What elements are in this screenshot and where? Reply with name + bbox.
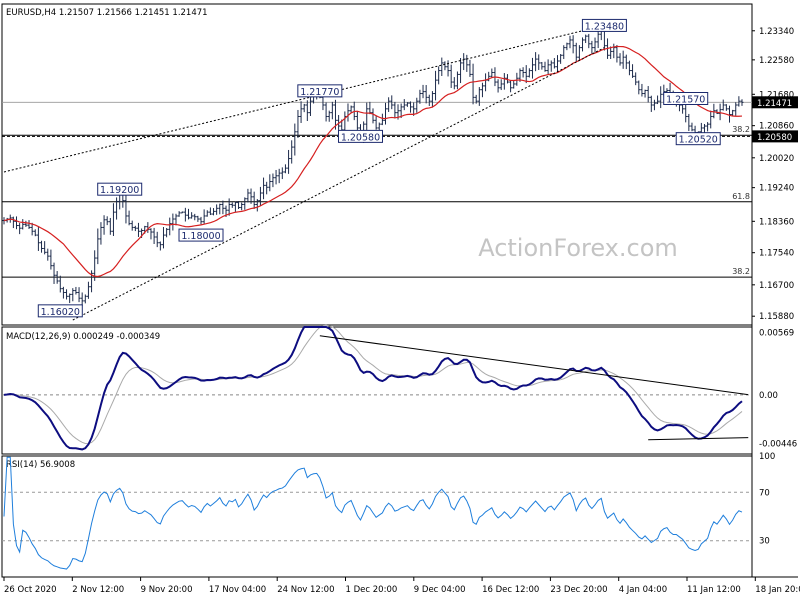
price-annotation-label: 1.18000 [181, 231, 220, 242]
price-axis-label: 1.20020 [759, 154, 794, 164]
time-axis-label: 11 Jan 12:00 [687, 585, 741, 595]
macd-line [3, 326, 743, 451]
price-axis-label: 1.23340 [759, 27, 794, 37]
macd-axis-label: -0.00446 [759, 440, 797, 450]
time-axis-label: 9 Nov 20:00 [141, 585, 193, 595]
price-annotation-box [581, 18, 627, 32]
price-axis-label: 1.22580 [759, 56, 794, 66]
price-annotation-box [663, 92, 709, 106]
macd-panel-frame [1, 326, 753, 455]
lower-channel-line [72, 47, 605, 321]
current-price-label: 1.21471 [757, 99, 792, 109]
macd-support-line [648, 437, 749, 441]
price-axis-label: 1.15880 [759, 312, 794, 322]
fib-level-label: 38.2 [732, 267, 750, 276]
price-annotation-label: 1.23480 [585, 21, 624, 32]
fib-level-label: 61.8 [732, 192, 750, 201]
price-axis-label: 1.18360 [759, 217, 794, 227]
time-axis-label: 2 Nov 12:00 [72, 585, 124, 595]
time-axis-label: 1 Dec 20:00 [346, 585, 398, 595]
rsi-panel-title: RSI(14) 56.9008 [6, 460, 75, 470]
fib-level-label: 38.2 [732, 125, 750, 134]
price-panel-title: EURUSD,H4 1.21507 1.21566 1.21451 1.2147… [6, 8, 208, 18]
current-price-tag [752, 96, 798, 109]
support-price-tag [752, 130, 798, 143]
rsi-axis-label: 100 [759, 452, 775, 462]
time-axis-label: 4 Jan 04:00 [619, 585, 667, 595]
time-axis-label: 26 Oct 2020 [4, 585, 57, 595]
price-axis-label: 1.21680 [759, 90, 794, 100]
price-annotation-box [297, 84, 343, 98]
price-annotation-label: 1.21770 [300, 87, 339, 98]
support-price-label: 1.20580 [757, 133, 792, 143]
price-annotation-label: 1.20580 [341, 132, 380, 143]
price-annotation-box [178, 228, 224, 242]
rsi-axis-label: 70 [759, 488, 770, 498]
macd-trendline [319, 335, 749, 396]
macd-axis-label: 0.00569 [759, 329, 794, 339]
price-axis-label: 1.20860 [759, 122, 794, 132]
watermark-text: ActionForex.com [478, 234, 678, 262]
time-axis-label: 9 Dec 04:00 [414, 585, 466, 595]
rsi-line [3, 456, 743, 570]
price-annotation-box [97, 182, 143, 196]
price-annotation-label: 1.20520 [679, 135, 718, 146]
price-annotation-label: 1.19200 [100, 185, 139, 196]
time-axis-label: 16 Dec 12:00 [482, 585, 539, 595]
time-axis-label: 18 Jan 20:00 [755, 585, 800, 595]
price-annotation-label: 1.21570 [666, 95, 705, 106]
price-axis-label: 1.17540 [759, 249, 794, 259]
price-axis-label: 1.16700 [759, 281, 794, 291]
macd-axis-label: 0.00 [759, 391, 778, 401]
time-axis-label: 17 Nov 04:00 [209, 585, 266, 595]
price-axis-label: 1.19240 [759, 184, 794, 194]
upper-channel-line [3, 24, 605, 173]
macd-panel-title: MACD(12,26,9) 0.000249 -0.000349 [6, 332, 160, 342]
price-annotation-label: 1.16020 [41, 307, 80, 318]
time-axis-label: 24 Nov 12:00 [277, 585, 334, 595]
moving-average-line [3, 45, 743, 278]
rsi-axis-label: 30 [759, 537, 770, 547]
price-annotation-box [675, 132, 721, 146]
price-annotation-box [37, 304, 83, 318]
time-axis-label: 23 Dec 20:00 [550, 585, 607, 595]
price-annotation-box [337, 129, 383, 143]
